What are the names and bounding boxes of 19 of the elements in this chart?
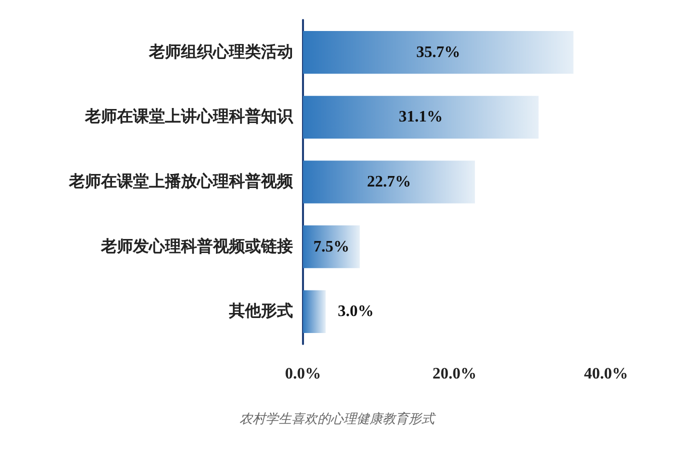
bar xyxy=(303,31,574,74)
data-label: 3.0% xyxy=(338,303,374,320)
x-tick-label: 20.0% xyxy=(432,366,476,382)
bar xyxy=(303,160,475,204)
y-tick-label: 其他形式 xyxy=(228,302,293,320)
bar xyxy=(303,290,326,333)
y-tick-label: 老师组织心理类活动 xyxy=(148,42,293,61)
data-label: 22.7% xyxy=(366,174,411,190)
x-tick-label: 40.0% xyxy=(584,366,628,382)
data-label: 7.5% xyxy=(313,238,350,256)
x-tick-label: 0.0% xyxy=(285,366,321,382)
y-tick-label: 老师发心理科普视频或链接 xyxy=(100,236,293,256)
y-tick-label: 老师在课堂上播放心理科普视频 xyxy=(68,172,294,190)
y-tick-label: 老师在课堂上讲心理科普知识 xyxy=(84,106,294,126)
bar xyxy=(303,96,539,139)
data-label: 31.1% xyxy=(398,108,443,126)
data-label: 35.7% xyxy=(416,44,460,61)
bar xyxy=(303,225,360,268)
text: 农村学生喜欢的心理健康教育形式 xyxy=(240,411,436,427)
